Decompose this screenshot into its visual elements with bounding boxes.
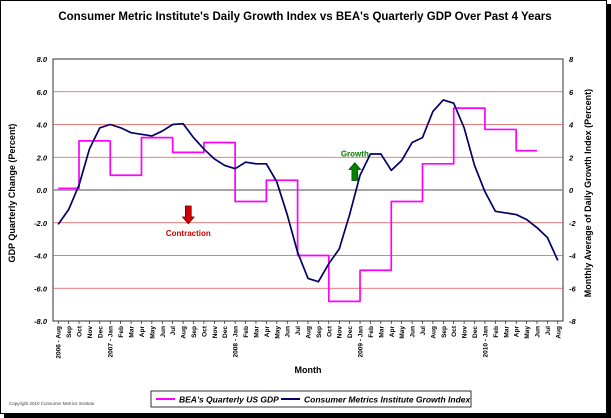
growth-arrow-icon (348, 162, 362, 181)
y-tick-label-left: 8.0 (37, 55, 48, 64)
x-tick-label: Jun (534, 326, 541, 338)
y-axis-right-ticks: 8 6 4 2 0 -2 -4 -6 -8 (568, 55, 576, 326)
x-tick-label: Nov (337, 326, 344, 339)
x-tick-label: Feb (493, 326, 500, 338)
y-tick-label-right: -8 (569, 317, 576, 326)
y-tick-label-left: 4.0 (36, 121, 48, 130)
x-tick-label: Sep (441, 326, 448, 338)
contraction-arrow-icon (181, 205, 195, 225)
gdp-series-line (58, 107, 537, 303)
x-tick-label: Oct (77, 325, 84, 337)
x-tick-label: Jun (285, 326, 292, 338)
x-tick-label: Feb (243, 326, 250, 338)
x-tick-label: Mar (378, 326, 385, 338)
x-tick-label: May (399, 326, 406, 339)
chart-title: Consumer Metric Institute's Daily Growth… (58, 11, 551, 23)
x-axis-ticks: 2006 - Aug Sep Oct Nov Dec 2007 - Jan Feb Mar Ap… (56, 321, 562, 359)
y-tick-label-left: -6.0 (34, 284, 48, 293)
y-tick-label-right: 4 (568, 121, 574, 130)
x-tick-label: Mar (253, 326, 260, 338)
x-tick-label: Aug (555, 326, 562, 339)
x-tick-label: Aug (430, 326, 437, 339)
x-tick-label: 2010 - Jan (482, 326, 489, 357)
x-tick-label: Feb (368, 326, 375, 338)
x-tick-label: Dec (472, 326, 479, 338)
x-tick-label: Apr (514, 326, 521, 338)
x-tick-label: 2009 - Jan (358, 326, 365, 357)
annotations: Growth Contraction (166, 150, 369, 238)
x-tick-label: Oct (201, 325, 208, 337)
x-tick-label: May (149, 326, 156, 339)
y-axis-left-label: GDP Quarterly Change (Percent) (7, 124, 17, 263)
contraction-annotation: Contraction (166, 229, 211, 238)
x-tick-label: Mar (129, 326, 136, 338)
x-tick-label: Dec (97, 326, 104, 338)
x-tick-label: 2007 - Jan (108, 326, 115, 357)
x-tick-label: Nov (212, 326, 219, 339)
x-tick-label: Aug (306, 326, 313, 339)
x-tick-label: Apr (139, 326, 146, 338)
x-tick-label: Jul (295, 326, 302, 336)
y-tick-label-left: 0.0 (37, 186, 48, 195)
x-tick-label: 2006 - Aug (56, 326, 63, 359)
y-axis-left-ticks: 8.0 6.0 4.0 2.0 0.0 -2.0 -4.0 -6.0 -8.0 (34, 55, 48, 326)
x-tick-label: Jul (170, 326, 177, 336)
x-tick-label: Apr (264, 326, 271, 338)
x-tick-label: Jun (410, 326, 417, 338)
y-tick-label-left: 2.0 (36, 153, 48, 162)
x-axis-label: Month (295, 365, 322, 375)
y-tick-label-right: -2 (569, 219, 576, 228)
x-tick-label: Sep (66, 326, 73, 338)
y-tick-label-left: -8.0 (34, 317, 48, 326)
y-tick-label-right: -6 (569, 284, 576, 293)
x-tick-label: May (524, 326, 531, 339)
x-tick-label: Sep (316, 326, 323, 338)
x-tick-label: Nov (462, 326, 469, 339)
growth-annotation: Growth (341, 150, 369, 159)
x-tick-label: Sep (191, 326, 198, 338)
legend-label-cmi: Consumer Metrics Institute Growth Index (304, 395, 472, 405)
y-tick-label-left: -2.0 (34, 219, 48, 228)
x-tick-label: Dec (222, 326, 229, 338)
y-tick-label-right: 2 (568, 153, 574, 162)
x-tick-label: Mar (503, 326, 510, 338)
growth-index-series-line (57, 99, 559, 283)
series-layer (57, 99, 559, 303)
x-tick-label: Jul (545, 326, 552, 336)
x-tick-label: Jul (420, 326, 427, 336)
y-tick-label-right: 8 (569, 55, 574, 64)
x-tick-label: Dec (347, 326, 354, 338)
x-tick-label: Oct (451, 325, 458, 337)
line-chart: Consumer Metric Institute's Daily Growth… (7, 11, 593, 408)
copyright-note: Copyright 2010 Consumer Metrics Institut… (9, 401, 95, 406)
x-tick-label: Jun (160, 326, 167, 338)
x-tick-label: Aug (181, 326, 188, 339)
x-tick-label: Oct (326, 325, 333, 337)
y-axis-right-label: Monthly Average of Daily Growth Index (P… (583, 89, 593, 297)
x-tick-label: Apr (389, 326, 396, 338)
legend-box (150, 390, 472, 408)
y-tick-label-left: 6.0 (37, 88, 48, 97)
x-tick-label: Feb (118, 326, 125, 338)
x-tick-label: Nov (87, 326, 94, 339)
y-tick-label-right: -4 (569, 252, 576, 261)
y-tick-label-left: -4.0 (34, 252, 48, 261)
legend: BEA's Quarterly US GDP Consumer Metrics … (150, 390, 472, 408)
y-tick-label-right: 6 (569, 88, 574, 97)
y-tick-label-right: 0 (569, 186, 574, 195)
x-tick-label: May (274, 326, 281, 339)
legend-label-gdp: BEA's Quarterly US GDP (179, 395, 279, 405)
x-tick-label: 2008 - Jan (233, 326, 240, 357)
